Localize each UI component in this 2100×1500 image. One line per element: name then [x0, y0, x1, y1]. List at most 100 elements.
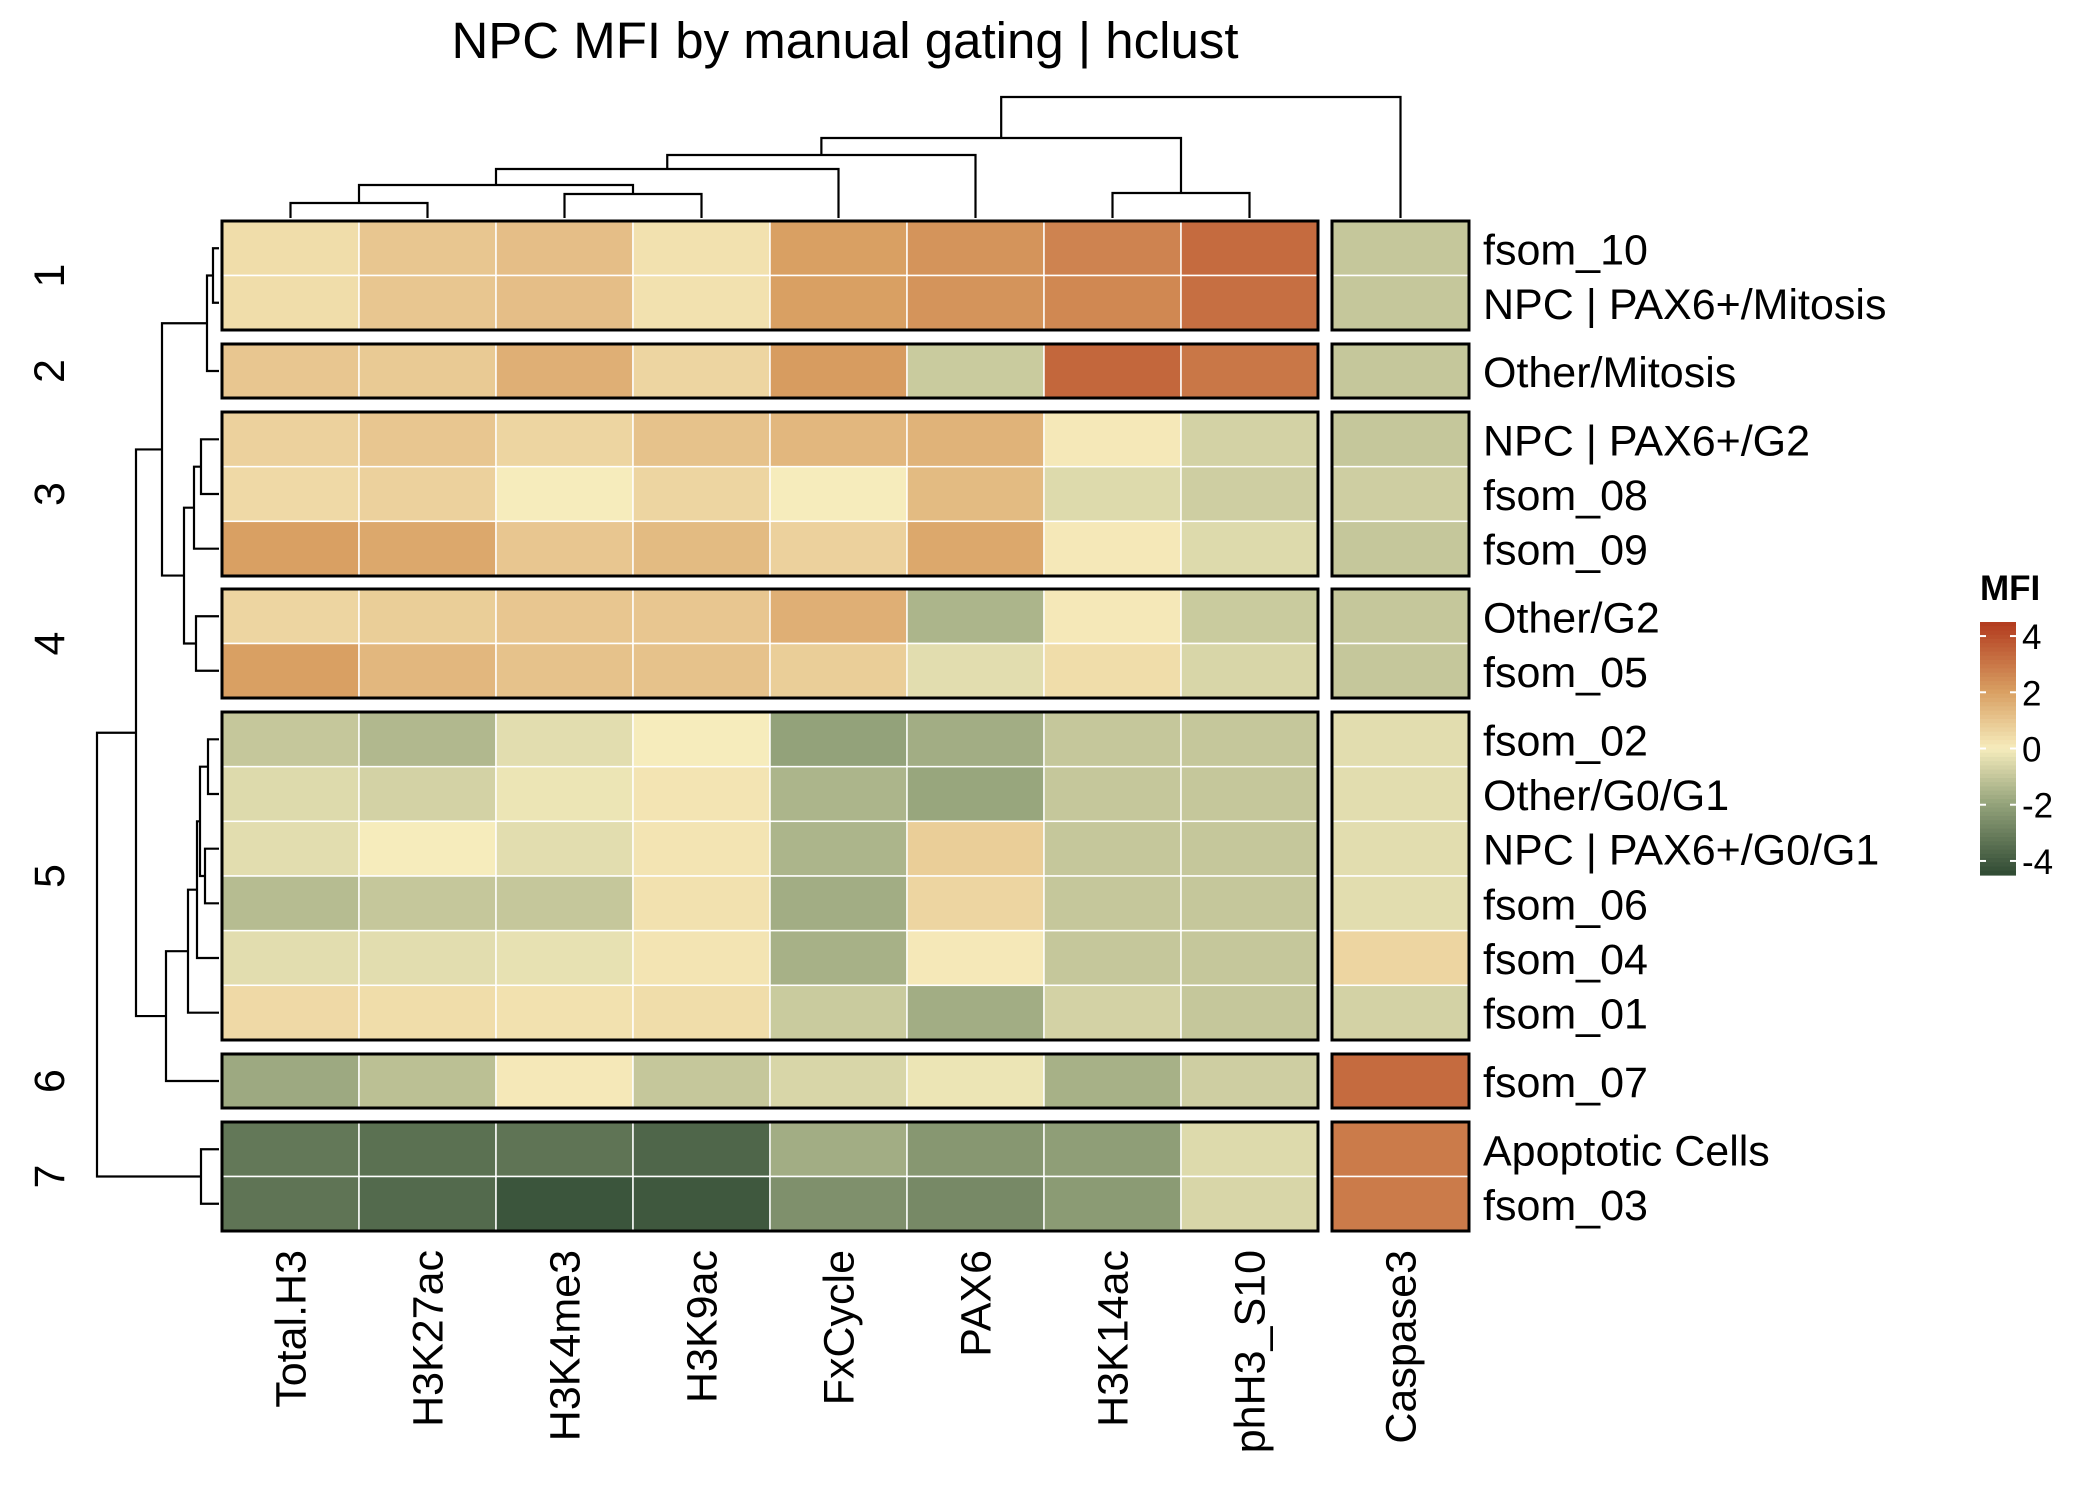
heatmap-cell	[221, 875, 360, 932]
legend-gradient-band	[1980, 630, 2016, 636]
heatmap-cell	[906, 411, 1045, 468]
legend-gradient-band	[1980, 685, 2016, 691]
side-heatmap-cell	[1331, 642, 1470, 699]
heatmap-cell	[221, 274, 360, 331]
heatmap-cell	[1043, 274, 1182, 331]
legend-gradient-band	[1980, 790, 2016, 796]
heatmap-cell	[358, 1175, 497, 1232]
dendrogram-branch	[199, 438, 219, 496]
heatmap-cell	[769, 465, 908, 523]
heatmap-cell	[769, 1053, 908, 1109]
heatmap-cell	[1180, 343, 1319, 399]
legend-gradient-band	[1980, 866, 2016, 872]
row-group-4	[220, 587, 1471, 700]
heatmap-cell	[495, 1121, 634, 1178]
heatmap-cell	[358, 984, 497, 1041]
row-label: Other/G2	[1483, 594, 1660, 642]
row-label: Other/G0/G1	[1483, 772, 1729, 820]
side-heatmap-cell	[1331, 343, 1470, 399]
heatmap-cell	[769, 929, 908, 987]
heatmap-cell	[495, 343, 634, 399]
heatmap-cell	[495, 765, 634, 823]
heatmap-cell	[906, 984, 1045, 1041]
heatmap-cell	[769, 765, 908, 823]
heatmap-cell	[769, 343, 908, 399]
row-group-label: 1	[26, 264, 74, 288]
heatmap-cell	[358, 642, 497, 699]
row-group-border	[220, 587, 1320, 700]
dendrogram-branch	[666, 153, 977, 218]
legend-gradient-band	[1980, 870, 2016, 876]
row-group-border	[220, 710, 1320, 1042]
dendrogram-branch	[194, 615, 219, 672]
heatmap-cell	[906, 711, 1045, 768]
heatmap-cell	[495, 875, 634, 932]
heatmap-cell	[769, 642, 908, 699]
column-label: H3K14ac	[1090, 1250, 1138, 1427]
legend-gradient-band	[1980, 832, 2016, 838]
side-heatmap-cell	[1331, 820, 1470, 877]
row-group-1	[220, 219, 1471, 332]
legend-gradient-band	[1980, 697, 2016, 703]
legend-tick-label: -2	[2022, 787, 2053, 826]
heatmap-cell	[632, 711, 771, 768]
legend-gradient-band	[1980, 638, 2016, 644]
heatmap-cell	[221, 1053, 360, 1109]
legend-gradient-band	[1980, 824, 2016, 830]
column-label: PAX6	[953, 1250, 1001, 1357]
dendrogram-branch	[95, 731, 201, 1178]
heatmap-cell	[632, 1175, 771, 1232]
heatmap-cell	[495, 220, 634, 277]
heatmap-cell	[906, 274, 1045, 331]
dendrogram-branch	[206, 738, 219, 796]
heatmap-cell	[358, 220, 497, 277]
side-heatmap-cell	[1331, 588, 1470, 645]
legend-gradient-band	[1980, 655, 2016, 661]
heatmap-cell	[906, 1121, 1045, 1178]
heatmap-cell	[632, 642, 771, 699]
heatmap-cell	[1180, 588, 1319, 645]
heatmap-cell	[221, 343, 360, 399]
legend-gradient-band	[1980, 765, 2016, 771]
legend-gradient-band	[1980, 676, 2016, 682]
heatmap-cell	[906, 588, 1045, 645]
legend-gradient-band	[1980, 778, 2016, 783]
column-label: H3K27ac	[405, 1250, 453, 1427]
dendrogram-branch	[199, 1148, 219, 1205]
heatmap-cell	[906, 820, 1045, 877]
chart-title: NPC MFI by manual gating | hclust	[451, 12, 1238, 69]
heatmap-cell	[221, 820, 360, 877]
legend-gradient-band	[1980, 718, 2016, 724]
heatmap-cell	[632, 929, 771, 987]
heatmap-cell	[221, 588, 360, 645]
heatmap-cell	[906, 875, 1045, 932]
legend-gradient-band	[1980, 794, 2016, 800]
legend-gradient-band	[1980, 744, 2016, 750]
dendrogram-branch	[1000, 95, 1402, 218]
legend-gradient-band	[1980, 841, 2016, 847]
side-group-border	[1330, 342, 1471, 400]
heatmap-cell	[769, 588, 908, 645]
heatmap-cell	[221, 765, 360, 823]
legend-gradient-band	[1980, 748, 2016, 754]
heatmap-cell	[632, 343, 771, 399]
row-group-7	[220, 1120, 1471, 1233]
heatmap-cell	[632, 274, 771, 331]
heatmap-cell	[1043, 875, 1182, 932]
heatmap-cell	[1180, 984, 1319, 1041]
heatmap-cells	[220, 219, 1471, 1233]
row-group-3	[220, 410, 1471, 578]
legend-gradient-band	[1980, 651, 2016, 657]
column-label: phH3_S10	[1227, 1250, 1275, 1453]
heatmap-cell	[221, 711, 360, 768]
heatmap-cell	[495, 465, 634, 523]
side-heatmap-cell	[1331, 984, 1470, 1041]
heatmap-cell	[632, 1053, 771, 1109]
row-group-label: 3	[26, 482, 74, 506]
heatmap-cell	[906, 642, 1045, 699]
row-group-2	[220, 342, 1471, 400]
heatmap-cell	[1180, 274, 1319, 331]
dendrogram-branch	[211, 247, 219, 304]
row-label: fsom_06	[1483, 881, 1648, 929]
